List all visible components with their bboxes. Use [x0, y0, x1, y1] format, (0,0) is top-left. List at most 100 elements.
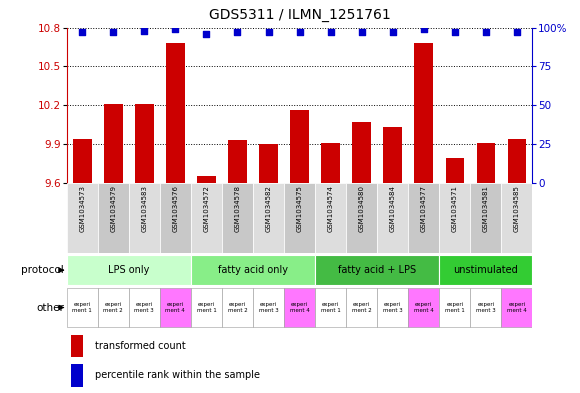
Bar [501, 288, 532, 327]
Text: GSM1034584: GSM1034584 [390, 185, 396, 232]
Text: experi
ment 4: experi ment 4 [289, 302, 310, 313]
Text: fatty acid only: fatty acid only [218, 265, 288, 275]
Text: GSM1034573: GSM1034573 [79, 185, 85, 232]
Text: GSM1034576: GSM1034576 [172, 185, 179, 232]
Text: GSM1034577: GSM1034577 [420, 185, 427, 232]
Bar [228, 140, 246, 183]
Text: experi
ment 2: experi ment 2 [227, 302, 247, 313]
Bar [73, 139, 92, 183]
Text: experi
ment 3: experi ment 3 [259, 302, 278, 313]
Bar [191, 255, 315, 285]
Text: GSM1034585: GSM1034585 [514, 185, 520, 232]
Point [481, 29, 491, 35]
Text: GSM1034580: GSM1034580 [358, 185, 365, 232]
Point [388, 29, 397, 35]
Bar [508, 139, 526, 183]
Bar [67, 255, 191, 285]
Bar [377, 288, 408, 327]
Text: experi
ment 4: experi ment 4 [165, 302, 185, 313]
Bar [284, 288, 315, 327]
Bar [71, 334, 82, 357]
Bar [315, 288, 346, 327]
Point [108, 29, 118, 35]
Bar [377, 183, 408, 253]
Bar [160, 288, 191, 327]
Bar [222, 183, 253, 253]
Text: experi
ment 3: experi ment 3 [383, 302, 403, 313]
Bar [290, 110, 309, 183]
Bar [315, 255, 439, 285]
Point [233, 29, 242, 35]
Bar [501, 183, 532, 253]
Bar [259, 144, 278, 183]
Bar [222, 288, 253, 327]
Bar [129, 288, 160, 327]
Bar [166, 43, 184, 183]
Point [450, 29, 459, 35]
Text: GDS5311 / ILMN_1251761: GDS5311 / ILMN_1251761 [209, 8, 390, 22]
Point [264, 29, 273, 35]
Bar [439, 183, 470, 253]
Bar [253, 288, 284, 327]
Text: experi
ment 1: experi ment 1 [445, 302, 465, 313]
Bar [197, 176, 216, 183]
Text: other: other [36, 303, 64, 312]
Text: experi
ment 4: experi ment 4 [414, 302, 434, 313]
Text: percentile rank within the sample: percentile rank within the sample [95, 371, 260, 380]
Text: GSM1034574: GSM1034574 [328, 185, 334, 232]
Text: experi
ment 3: experi ment 3 [135, 302, 154, 313]
Point [295, 29, 305, 35]
Bar [98, 288, 129, 327]
Text: unstimulated: unstimulated [454, 265, 519, 275]
Text: experi
ment 2: experi ment 2 [103, 302, 123, 313]
Bar [408, 183, 439, 253]
Bar [98, 183, 129, 253]
Text: fatty acid + LPS: fatty acid + LPS [338, 265, 416, 275]
Bar [71, 364, 82, 387]
Text: GSM1034578: GSM1034578 [234, 185, 241, 232]
Bar [353, 122, 371, 183]
Bar [104, 104, 122, 183]
Text: protocol: protocol [21, 265, 64, 275]
Bar [253, 183, 284, 253]
Bar [284, 183, 315, 253]
Text: experi
ment 1: experi ment 1 [321, 302, 340, 313]
Bar [160, 183, 191, 253]
Bar [477, 143, 495, 183]
Bar [129, 183, 160, 253]
Point [140, 28, 149, 34]
Bar [439, 255, 532, 285]
Bar [346, 288, 377, 327]
Text: experi
ment 1: experi ment 1 [72, 302, 92, 313]
Text: GSM1034581: GSM1034581 [483, 185, 489, 232]
Bar [191, 183, 222, 253]
Bar [135, 104, 154, 183]
Point [202, 31, 211, 37]
Text: experi
ment 4: experi ment 4 [507, 302, 527, 313]
Text: experi
ment 1: experi ment 1 [197, 302, 216, 313]
Point [78, 29, 87, 35]
Text: GSM1034583: GSM1034583 [142, 185, 147, 232]
Text: GSM1034579: GSM1034579 [110, 185, 116, 232]
Point [171, 26, 180, 32]
Point [512, 29, 521, 35]
Bar [445, 158, 464, 183]
Text: GSM1034572: GSM1034572 [204, 185, 209, 232]
Bar [470, 183, 501, 253]
Bar [470, 288, 501, 327]
Text: GSM1034582: GSM1034582 [266, 185, 271, 232]
Bar [439, 288, 470, 327]
Bar [315, 183, 346, 253]
Bar [408, 288, 439, 327]
Bar [321, 143, 340, 183]
Text: experi
ment 3: experi ment 3 [476, 302, 496, 313]
Text: transformed count: transformed count [95, 341, 186, 351]
Bar [191, 288, 222, 327]
Bar [415, 43, 433, 183]
Text: experi
ment 2: experi ment 2 [352, 302, 372, 313]
Bar [383, 127, 402, 183]
Point [419, 26, 429, 32]
Bar [67, 288, 98, 327]
Text: GSM1034575: GSM1034575 [296, 185, 303, 232]
Bar [67, 183, 98, 253]
